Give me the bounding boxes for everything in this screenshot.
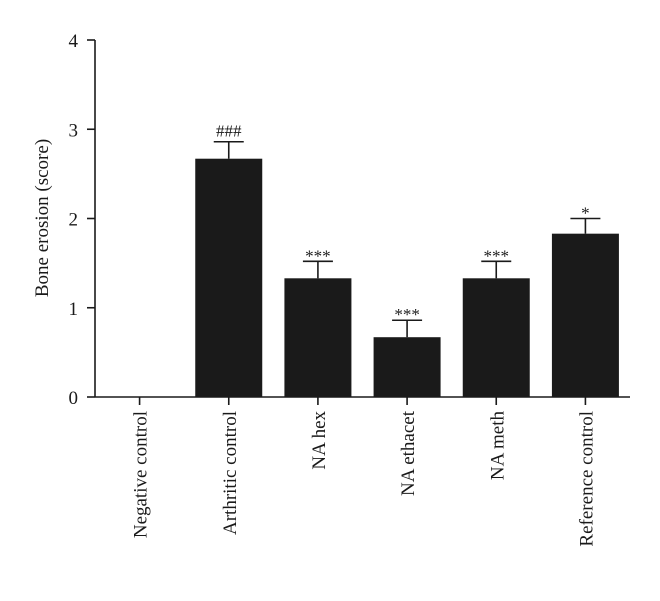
- significance-label: ***: [394, 305, 420, 324]
- y-tick-label: 1: [69, 299, 79, 320]
- significance-label: *: [581, 204, 590, 223]
- x-category-label: NA meth: [487, 411, 508, 481]
- x-ticks: Negative control Arthritic control NA hex N…: [131, 397, 597, 547]
- bars: ###**********: [195, 122, 619, 397]
- bar: [373, 337, 441, 397]
- significance-label: ***: [484, 246, 510, 265]
- x-category-label: NA ethacet: [398, 410, 419, 496]
- significance-label: ###: [216, 122, 242, 141]
- x-category-label: Arthritic control: [220, 411, 241, 535]
- y-tick-label: 4: [69, 31, 79, 52]
- axes: [94, 40, 630, 398]
- x-category-label: Reference control: [576, 411, 597, 547]
- y-ticks: 0 1 2 3 4: [69, 31, 95, 409]
- bar: [284, 278, 352, 397]
- x-category-label: NA hex: [309, 411, 330, 470]
- bar: [195, 158, 263, 397]
- bar: [551, 233, 619, 397]
- bar: [462, 278, 530, 397]
- y-tick-label: 0: [69, 388, 79, 409]
- y-tick-label: 2: [69, 210, 79, 231]
- y-tick-label: 3: [69, 120, 79, 141]
- x-category-label: Negative control: [131, 411, 152, 538]
- significance-label: ***: [305, 246, 331, 265]
- y-axis-label: Bone erosion (score): [32, 139, 53, 297]
